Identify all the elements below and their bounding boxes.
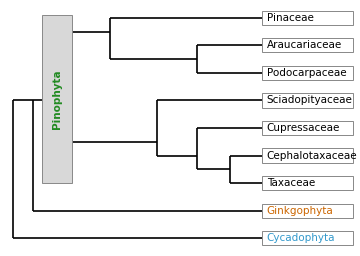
FancyBboxPatch shape [262,66,353,80]
Text: Sciadopityaceae: Sciadopityaceae [267,95,352,105]
FancyBboxPatch shape [262,148,353,163]
Text: Podocarpaceae: Podocarpaceae [267,68,346,78]
FancyBboxPatch shape [262,121,353,135]
Text: Araucariaceae: Araucariaceae [267,40,342,50]
FancyBboxPatch shape [262,176,353,190]
Text: Taxaceae: Taxaceae [267,178,315,188]
FancyBboxPatch shape [42,15,72,183]
Text: Ginkgophyta: Ginkgophyta [267,206,333,216]
FancyBboxPatch shape [262,10,353,25]
Text: Cupressaceae: Cupressaceae [267,123,340,133]
Text: Pinophyta: Pinophyta [51,69,62,129]
FancyBboxPatch shape [262,231,353,246]
Text: Pinaceae: Pinaceae [267,13,314,23]
Text: Cycadophyta: Cycadophyta [267,233,335,243]
FancyBboxPatch shape [262,93,353,108]
FancyBboxPatch shape [262,38,353,52]
FancyBboxPatch shape [262,204,353,218]
Text: Cephalotaxaceae: Cephalotaxaceae [267,151,357,161]
